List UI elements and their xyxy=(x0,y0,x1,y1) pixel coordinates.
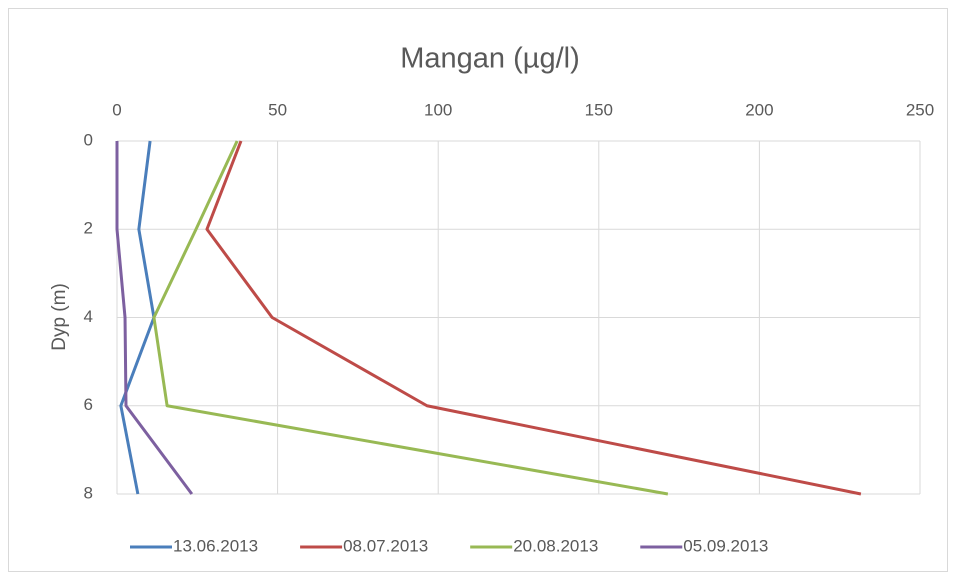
y-tick-label: 2 xyxy=(84,219,93,238)
legend-label: 05.09.2013 xyxy=(683,536,768,555)
x-tick-label: 250 xyxy=(906,100,934,119)
legend-label: 20.08.2013 xyxy=(513,536,598,555)
y-tick-label: 0 xyxy=(84,130,93,149)
chart-border xyxy=(8,8,948,572)
legend-label: 08.07.2013 xyxy=(343,536,428,555)
legend-label: 13.06.2013 xyxy=(173,536,258,555)
x-tick-label: 150 xyxy=(585,100,613,119)
data-line xyxy=(205,140,862,496)
data-line xyxy=(115,141,194,495)
x-tick-label: 200 xyxy=(745,100,773,119)
y-tick-label: 6 xyxy=(84,395,93,414)
x-tick-label: 50 xyxy=(268,100,287,119)
x-tick-label: 0 xyxy=(112,100,121,119)
x-tick-label: 100 xyxy=(424,100,452,119)
chart-title: Mangan (µg/l) xyxy=(400,43,580,75)
y-axis-label: Dyp (m) xyxy=(49,283,70,351)
y-tick-label: 8 xyxy=(84,483,93,502)
data-line xyxy=(152,140,669,496)
y-tick-label: 4 xyxy=(84,307,93,326)
